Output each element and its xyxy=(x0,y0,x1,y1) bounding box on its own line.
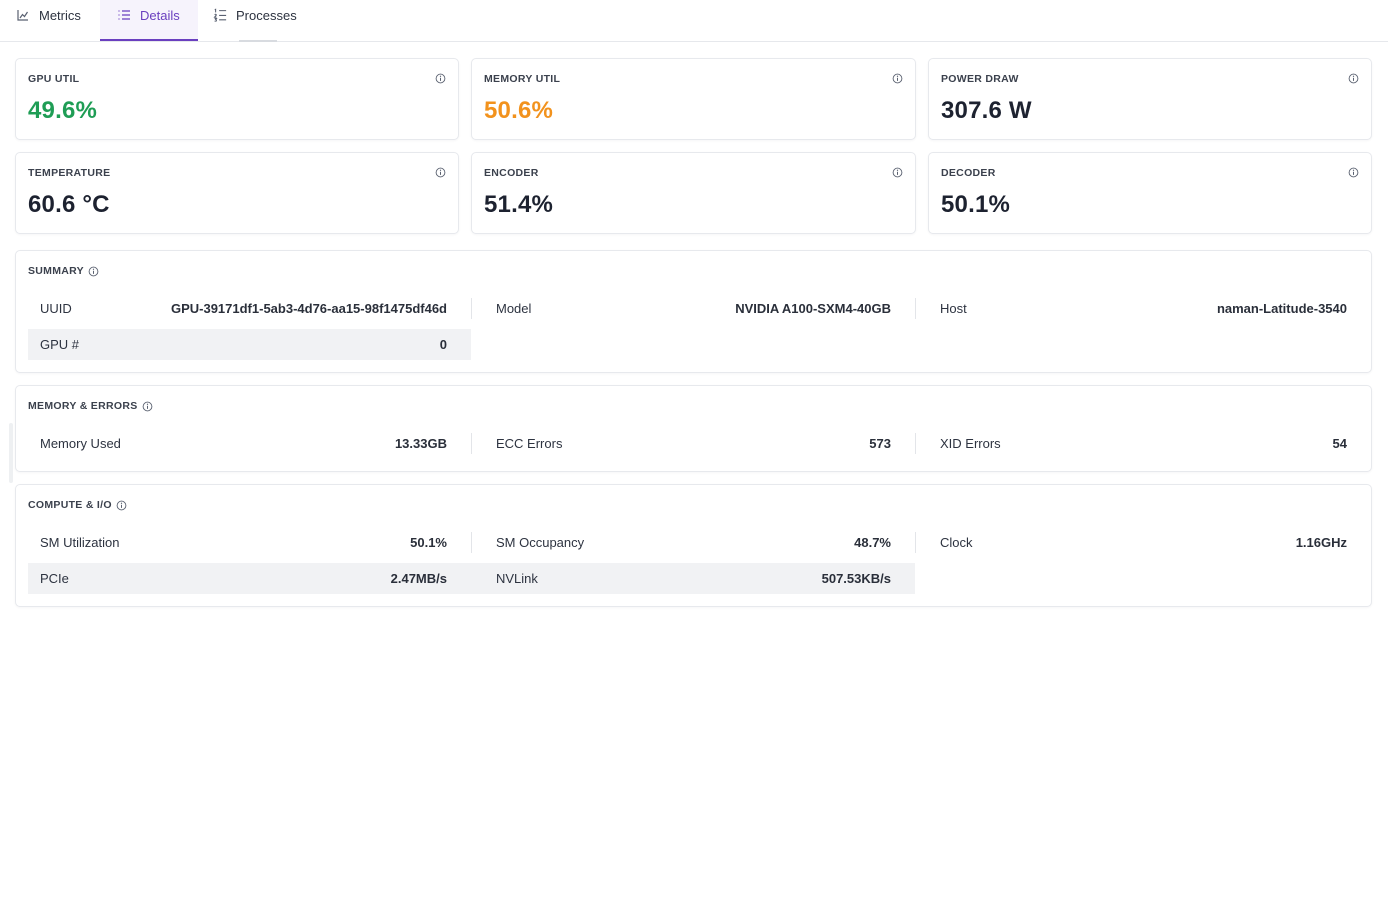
field-label: XID Errors xyxy=(940,436,1001,451)
field-value: 507.53KB/s xyxy=(821,571,891,586)
section-title: COMPUTE & I/O xyxy=(28,499,127,511)
field-label: SM Utilization xyxy=(40,535,120,550)
stat-value: 60.6 °C xyxy=(28,191,110,218)
divider xyxy=(471,298,472,319)
tab-label: Details xyxy=(140,8,180,23)
tab-label: Processes xyxy=(236,8,297,23)
divider xyxy=(915,532,916,553)
compute-row-clock: Clock 1.16GHz xyxy=(928,527,1371,558)
field-label: UUID xyxy=(40,301,72,316)
tab-metrics[interactable]: Metrics xyxy=(16,0,100,41)
compute-row-sm-utilization: SM Utilization 50.1% xyxy=(28,527,471,558)
divider xyxy=(471,433,472,454)
field-value: 54 xyxy=(1332,436,1347,451)
info-icon[interactable] xyxy=(88,266,99,277)
stat-card-memory-util: MEMORY UTIL 50.6% xyxy=(471,58,916,140)
stat-label: POWER DRAW xyxy=(941,73,1019,85)
scroll-indicator[interactable] xyxy=(9,423,13,483)
tab-processes[interactable]: Processes xyxy=(213,0,323,41)
stat-value: 49.6% xyxy=(28,97,98,124)
field-label: Host xyxy=(940,301,967,316)
field-value: 0 xyxy=(439,337,447,352)
divider xyxy=(915,298,916,319)
tab-bar: Metrics Details Processes xyxy=(0,0,1388,42)
memory-errors-panel: MEMORY & ERRORS Memory Used 13.33GB ECC … xyxy=(15,385,1372,472)
field-label: SM Occupancy xyxy=(496,535,585,550)
field-label: Clock xyxy=(940,535,973,550)
list-icon xyxy=(118,10,130,20)
field-label: PCIe xyxy=(40,571,69,586)
stat-card-temperature: TEMPERATURE 60.6 °C xyxy=(15,152,459,234)
compute-io-panel: COMPUTE & I/O SM Utilization 50.1% SM Oc… xyxy=(15,484,1372,607)
info-icon[interactable] xyxy=(1348,167,1359,178)
info-icon[interactable] xyxy=(142,401,153,412)
stat-card-gpu-util: GPU UTIL 49.6% xyxy=(15,58,459,140)
stat-label: MEMORY UTIL xyxy=(484,73,561,85)
field-value: 50.1% xyxy=(410,535,447,550)
field-value: 573 xyxy=(869,436,891,451)
section-title: SUMMARY xyxy=(28,265,99,277)
section-title-text: SUMMARY xyxy=(28,265,84,277)
stat-value: 307.6 W xyxy=(941,97,1032,124)
section-title: MEMORY & ERRORS xyxy=(28,400,153,412)
memory-row-xid-errors: XID Errors 54 xyxy=(928,428,1371,459)
field-value: naman-Latitude-3540 xyxy=(1216,301,1347,316)
field-label: NVLink xyxy=(496,571,538,586)
compute-row-nvlink: NVLink 507.53KB/s xyxy=(471,563,915,594)
field-label: Memory Used xyxy=(40,436,121,451)
field-label: Model xyxy=(496,301,532,316)
stat-value: 50.6% xyxy=(484,97,554,124)
field-value: 48.7% xyxy=(854,535,891,550)
tab-label: Metrics xyxy=(39,8,81,23)
section-title-text: COMPUTE & I/O xyxy=(28,499,112,511)
info-icon[interactable] xyxy=(116,500,127,511)
info-icon[interactable] xyxy=(1348,73,1359,84)
stat-value: 51.4% xyxy=(484,191,554,218)
stat-card-power-draw: POWER DRAW 307.6 W xyxy=(928,58,1372,140)
info-icon[interactable] xyxy=(435,73,446,84)
field-value: 1.16GHz xyxy=(1295,535,1347,550)
stat-value: 50.1% xyxy=(941,191,1011,218)
numbered-list-icon xyxy=(213,8,227,22)
info-icon[interactable] xyxy=(435,167,446,178)
field-value: NVIDIA A100-SXM4-40GB xyxy=(735,301,891,316)
line-chart-icon xyxy=(17,10,28,21)
summary-row-model: Model NVIDIA A100-SXM4-40GB xyxy=(484,293,915,324)
stat-label: TEMPERATURE xyxy=(28,167,111,179)
field-value: GPU-39171df1-5ab3-4d76-aa15-98f1475df46d xyxy=(170,301,447,316)
stat-label: ENCODER xyxy=(484,167,539,179)
divider xyxy=(471,532,472,553)
info-icon[interactable] xyxy=(892,167,903,178)
field-value: 2.47MB/s xyxy=(390,571,447,586)
summary-row-gpu-number: GPU # 0 xyxy=(28,329,471,360)
divider xyxy=(915,433,916,454)
compute-row-pcie: PCIe 2.47MB/s xyxy=(28,563,471,594)
stat-card-decoder: DECODER 50.1% xyxy=(928,152,1372,234)
stat-label: DECODER xyxy=(941,167,996,179)
memory-row-ecc-errors: ECC Errors 573 xyxy=(484,428,915,459)
stat-label: GPU UTIL xyxy=(28,73,80,85)
field-label: GPU # xyxy=(40,337,80,352)
summary-panel: SUMMARY UUID GPU-39171df1-5ab3-4d76-aa15… xyxy=(15,250,1372,373)
info-icon[interactable] xyxy=(892,73,903,84)
summary-row-host: Host naman-Latitude-3540 xyxy=(928,293,1371,324)
tab-details[interactable]: Details xyxy=(100,0,198,41)
section-title-text: MEMORY & ERRORS xyxy=(28,400,138,412)
stat-card-encoder: ENCODER 51.4% xyxy=(471,152,916,234)
summary-row-uuid: UUID GPU-39171df1-5ab3-4d76-aa15-98f1475… xyxy=(28,293,471,324)
compute-row-sm-occupancy: SM Occupancy 48.7% xyxy=(484,527,915,558)
field-label: ECC Errors xyxy=(496,436,563,451)
memory-row-memory-used: Memory Used 13.33GB xyxy=(28,428,471,459)
field-value: 13.33GB xyxy=(394,436,447,451)
tab-hover-indicator xyxy=(239,40,277,42)
